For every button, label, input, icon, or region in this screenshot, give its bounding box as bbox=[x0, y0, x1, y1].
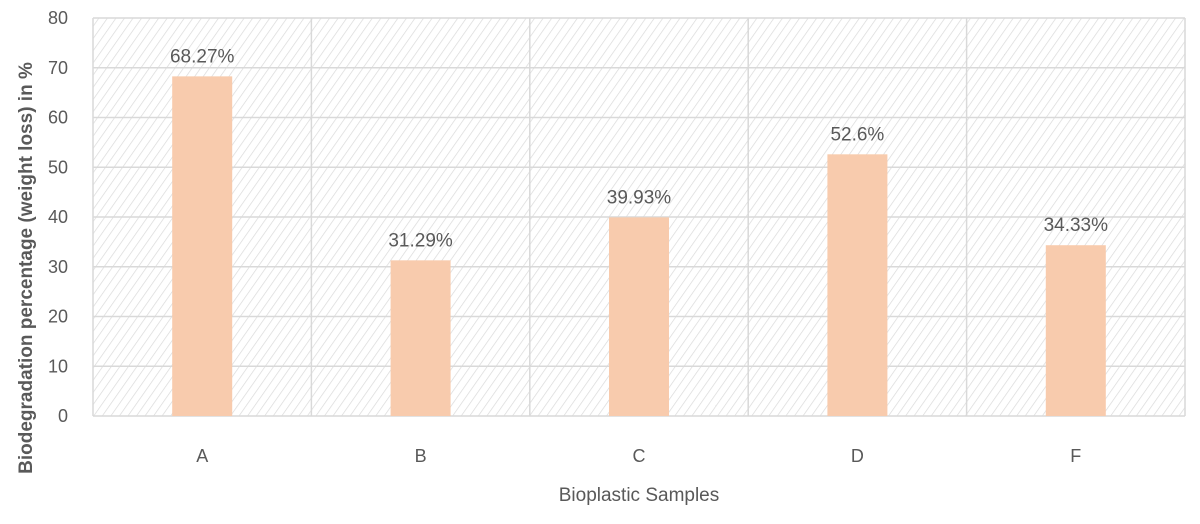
bar-a bbox=[172, 76, 233, 416]
x-tick-label: C bbox=[633, 446, 646, 466]
y-tick-label: 70 bbox=[48, 58, 68, 78]
bar-b bbox=[390, 260, 451, 416]
data-label-c: 39.93% bbox=[607, 187, 672, 208]
y-tick-label: 50 bbox=[48, 157, 68, 177]
y-tick-label: 10 bbox=[48, 356, 68, 376]
bar-c bbox=[609, 217, 669, 416]
y-tick-label: 0 bbox=[58, 406, 68, 426]
bar-d bbox=[827, 154, 888, 416]
data-label-a: 68.27% bbox=[170, 46, 235, 67]
data-label-f: 34.33% bbox=[1044, 215, 1109, 236]
x-tick-label: F bbox=[1070, 446, 1081, 466]
data-label-b: 31.29% bbox=[388, 230, 453, 251]
bar-f bbox=[1045, 245, 1106, 416]
x-axis-title: Bioplastic Samples bbox=[559, 485, 720, 506]
data-labels: 68.27% 31.29% 39.93% 52.6% 34.33% bbox=[170, 46, 1108, 251]
y-tick-label: 40 bbox=[48, 207, 68, 227]
x-tick-label: D bbox=[851, 446, 864, 466]
y-axis-ticks: 0 10 20 30 40 50 60 70 80 bbox=[48, 8, 68, 426]
y-tick-label: 30 bbox=[48, 257, 68, 277]
x-tick-label: A bbox=[196, 446, 208, 466]
bar-series bbox=[172, 76, 1106, 416]
y-tick-label: 80 bbox=[48, 8, 68, 28]
data-label-d: 52.6% bbox=[830, 124, 884, 145]
y-axis-title: Biodegradation percentage (weight loss) … bbox=[16, 62, 37, 474]
y-tick-label: 60 bbox=[48, 108, 68, 128]
y-tick-label: 20 bbox=[48, 307, 68, 327]
x-tick-label: B bbox=[415, 446, 427, 466]
